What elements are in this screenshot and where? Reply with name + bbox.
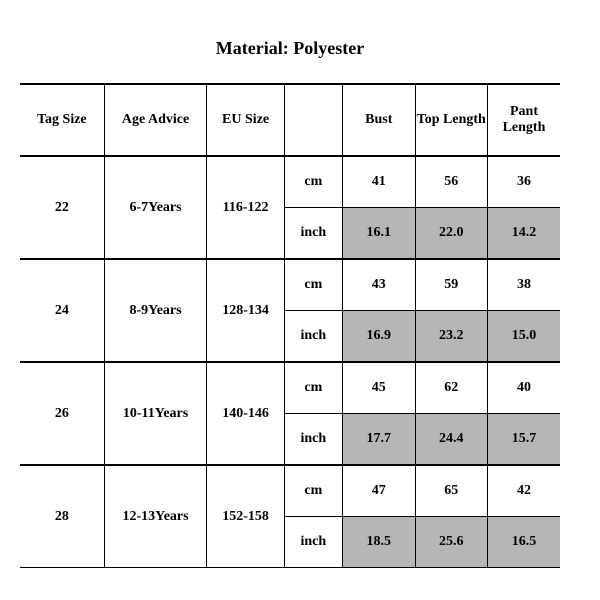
col-top: Top Length xyxy=(415,84,487,156)
cell-bust-inch: 16.1 xyxy=(343,208,415,260)
cell-unit-cm: cm xyxy=(284,259,342,311)
table-row: 26 10-11Years 140-146 cm 45 62 40 xyxy=(20,362,560,414)
cell-age: 10-11Years xyxy=(104,362,207,465)
header-row: Tag Size Age Advice EU Size Bust Top Len… xyxy=(20,84,560,156)
cell-bust-inch: 16.9 xyxy=(343,311,415,363)
cell-age: 8-9Years xyxy=(104,259,207,362)
cell-top-cm: 62 xyxy=(415,362,487,414)
cell-pant-cm: 42 xyxy=(487,465,560,517)
cell-top-inch: 23.2 xyxy=(415,311,487,363)
cell-unit-inch: inch xyxy=(284,208,342,260)
cell-unit-inch: inch xyxy=(284,517,342,568)
cell-unit-inch: inch xyxy=(284,311,342,363)
cell-pant-inch: 15.7 xyxy=(487,414,560,466)
cell-bust-inch: 18.5 xyxy=(343,517,415,568)
col-pant: Pant Length xyxy=(487,84,560,156)
col-age: Age Advice xyxy=(104,84,207,156)
cell-bust-cm: 45 xyxy=(343,362,415,414)
col-unit xyxy=(284,84,342,156)
cell-bust-cm: 41 xyxy=(343,156,415,208)
cell-age: 12-13Years xyxy=(104,465,207,568)
col-bust: Bust xyxy=(343,84,415,156)
cell-pant-cm: 40 xyxy=(487,362,560,414)
cell-unit-cm: cm xyxy=(284,156,342,208)
cell-top-inch: 25.6 xyxy=(415,517,487,568)
cell-pant-inch: 15.0 xyxy=(487,311,560,363)
cell-top-inch: 24.4 xyxy=(415,414,487,466)
cell-bust-inch: 17.7 xyxy=(343,414,415,466)
cell-unit-inch: inch xyxy=(284,414,342,466)
cell-tag: 28 xyxy=(20,465,104,568)
cell-pant-inch: 16.5 xyxy=(487,517,560,568)
cell-tag: 24 xyxy=(20,259,104,362)
cell-eu: 152-158 xyxy=(207,465,284,568)
cell-pant-cm: 38 xyxy=(487,259,560,311)
material-title: Material: Polyester xyxy=(20,38,560,59)
cell-top-cm: 65 xyxy=(415,465,487,517)
cell-pant-inch: 14.2 xyxy=(487,208,560,260)
cell-unit-cm: cm xyxy=(284,465,342,517)
cell-tag: 26 xyxy=(20,362,104,465)
table-row: 28 12-13Years 152-158 cm 47 65 42 xyxy=(20,465,560,517)
size-table: Tag Size Age Advice EU Size Bust Top Len… xyxy=(20,83,560,568)
cell-top-inch: 22.0 xyxy=(415,208,487,260)
cell-eu: 116-122 xyxy=(207,156,284,259)
cell-top-cm: 59 xyxy=(415,259,487,311)
cell-pant-cm: 36 xyxy=(487,156,560,208)
cell-bust-cm: 47 xyxy=(343,465,415,517)
cell-bust-cm: 43 xyxy=(343,259,415,311)
cell-eu: 128-134 xyxy=(207,259,284,362)
table-row: 22 6-7Years 116-122 cm 41 56 36 xyxy=(20,156,560,208)
cell-age: 6-7Years xyxy=(104,156,207,259)
cell-tag: 22 xyxy=(20,156,104,259)
col-eu: EU Size xyxy=(207,84,284,156)
cell-top-cm: 56 xyxy=(415,156,487,208)
cell-unit-cm: cm xyxy=(284,362,342,414)
size-table-body: 22 6-7Years 116-122 cm 41 56 36 inch 16.… xyxy=(20,156,560,568)
table-row: 24 8-9Years 128-134 cm 43 59 38 xyxy=(20,259,560,311)
col-tag: Tag Size xyxy=(20,84,104,156)
cell-eu: 140-146 xyxy=(207,362,284,465)
